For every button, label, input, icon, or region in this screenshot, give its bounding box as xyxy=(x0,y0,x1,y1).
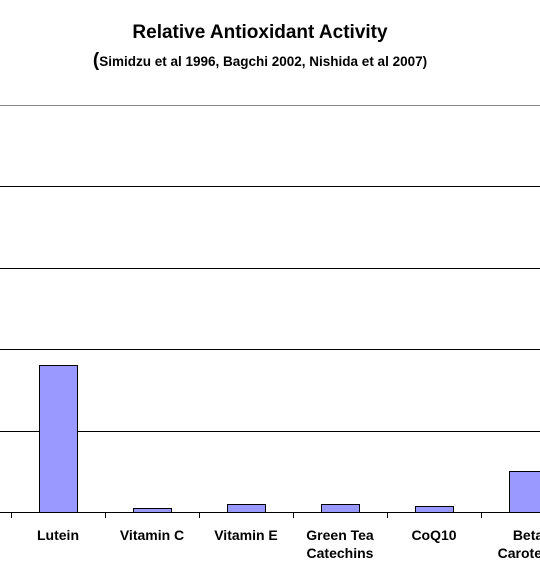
x-tick-labels: Lutein Vitamin C Vitamin E Green Tea Catechi… xyxy=(37,527,540,561)
bar xyxy=(39,365,78,513)
x-tick-label: BetaCarotene xyxy=(498,527,540,561)
x-tick-label: Green Tea Catechins xyxy=(306,527,374,561)
x-tick-label: Lutein xyxy=(37,527,79,543)
bar xyxy=(415,506,454,513)
x-tick-label: Vitamin C xyxy=(120,527,184,543)
subtitle-text: Simidzu et al 1996, Bagchi 2002, Nishida… xyxy=(99,54,423,69)
bar xyxy=(227,504,266,513)
chart-title: Relative Antioxidant Activity xyxy=(132,22,388,43)
bar xyxy=(321,504,360,513)
chart-subtitle: (Simidzu et al 1996, Bagchi 2002, Nishid… xyxy=(92,50,428,71)
bars xyxy=(39,365,540,513)
x-tick-label: Vitamin E xyxy=(214,527,278,543)
x-axis xyxy=(0,512,540,518)
bar xyxy=(133,508,172,513)
bar xyxy=(509,471,540,513)
x-tick-label: CoQ10 xyxy=(411,527,456,543)
gridlines xyxy=(0,105,540,432)
subtitle-open-paren: ( xyxy=(92,50,100,71)
